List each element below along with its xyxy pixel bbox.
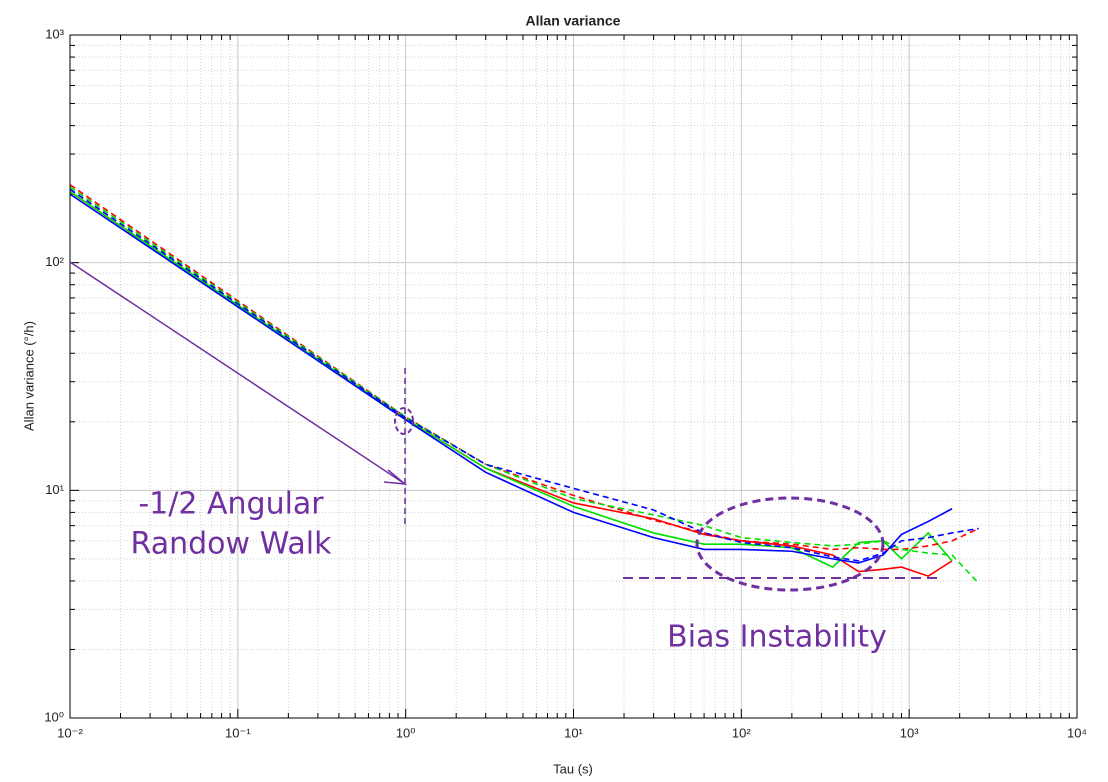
x-tick-label: 10⁻¹: [225, 725, 251, 740]
annotation: Bias Instability: [667, 620, 887, 655]
series-line: [69, 186, 980, 584]
x-tick-label: 10²: [732, 725, 751, 740]
series-line: [69, 193, 953, 564]
y-tick-label: 10³: [45, 26, 64, 41]
annotation-shapes: [69, 261, 942, 592]
lines: [69, 184, 980, 584]
chart-title: Allan variance: [526, 13, 621, 29]
marker-ellipse: [394, 407, 414, 435]
y-tick-label: 10¹: [45, 482, 64, 497]
x-tick-label: 10³: [900, 725, 919, 740]
annotation: Randow Walk: [131, 527, 333, 562]
y-tick-label: 10⁰: [44, 709, 64, 724]
series-line: [69, 191, 953, 569]
y-tick-label: 10²: [45, 254, 64, 269]
x-tick-label: 10⁰: [396, 725, 416, 740]
y-axis-label: Allan variance (°/h): [21, 321, 36, 431]
x-tick-label: 10⁻²: [57, 725, 83, 740]
arrow-line: [69, 261, 406, 485]
x-tick-label: 10¹: [564, 725, 583, 740]
grid: [69, 34, 1078, 719]
annotation: -1/2 Angular: [138, 487, 324, 522]
bias-ellipse: [695, 496, 885, 592]
plot-frame: [69, 34, 1078, 719]
x-tick-label: 10⁴: [1067, 725, 1087, 740]
series-line: [69, 188, 979, 562]
x-axis-label: Tau (s): [553, 761, 593, 776]
